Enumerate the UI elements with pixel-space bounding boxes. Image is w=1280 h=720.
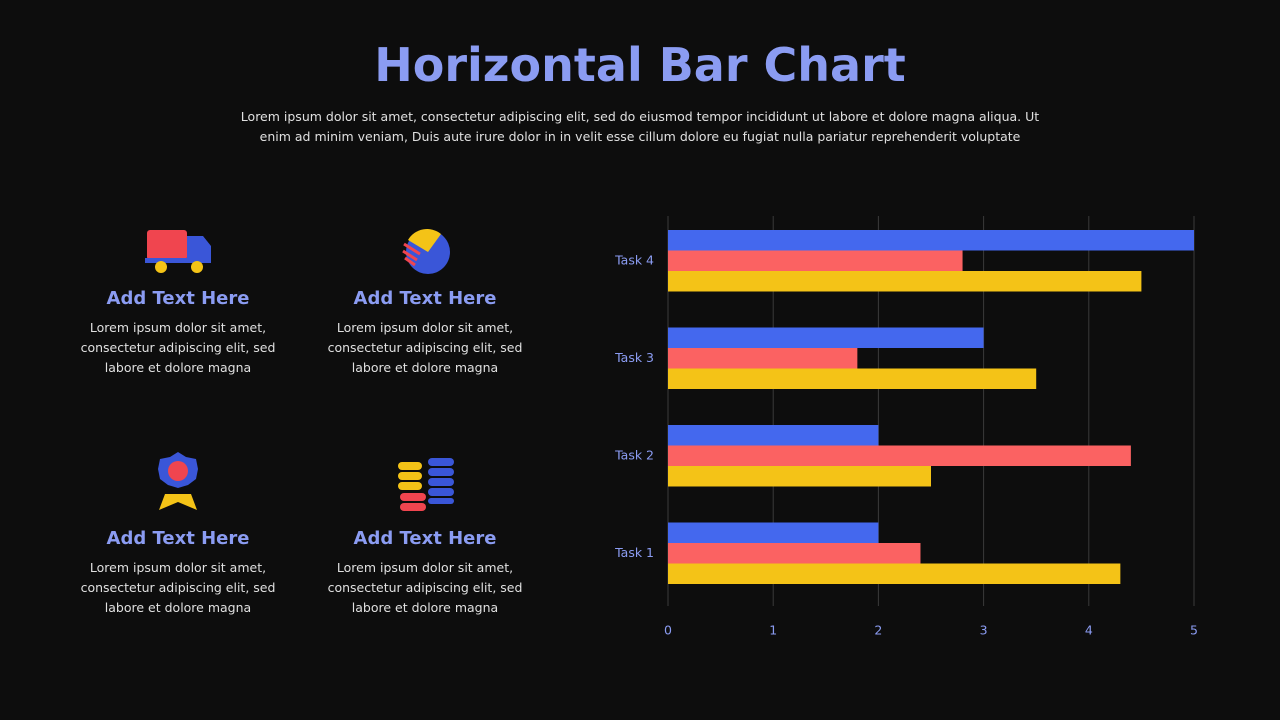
card-text: Lorem ipsum dolor sit amet, consectetur …: [327, 560, 523, 615]
y-tick-label: Task 1: [614, 545, 654, 560]
y-tick-label: Task 4: [614, 252, 654, 267]
icons: [145, 229, 454, 511]
x-tick-label: 3: [980, 623, 988, 638]
bar: [668, 543, 921, 564]
slide-title: Horizontal Bar Chart: [374, 38, 906, 92]
bar: [668, 425, 879, 446]
bar: [668, 348, 858, 369]
x-tick-label: 2: [874, 623, 882, 638]
bar: [668, 445, 1131, 466]
bar: [668, 563, 1121, 584]
y-tick-label: Task 2: [614, 447, 654, 462]
card-title: Add Text Here: [353, 528, 497, 549]
bar: [668, 250, 963, 271]
x-tick-label: 0: [664, 623, 672, 638]
bar: [668, 466, 931, 487]
x-tick-label: 4: [1085, 623, 1093, 638]
coins-icon: [398, 458, 454, 511]
bar: [668, 271, 1142, 292]
card-title: Add Text Here: [106, 528, 250, 549]
badge-icon: [158, 452, 198, 510]
pie-icon: [402, 229, 450, 274]
bar: [668, 230, 1194, 251]
card-text: Lorem ipsum dolor sit amet, consectetur …: [80, 320, 276, 375]
bar: [668, 368, 1037, 389]
bar: [668, 522, 879, 543]
y-tick-label: Task 3: [614, 350, 654, 365]
bar: [668, 327, 984, 348]
card-text: Lorem ipsum dolor sit amet, consectetur …: [80, 560, 276, 615]
card-title: Add Text Here: [353, 288, 497, 309]
card-title: Add Text Here: [106, 288, 250, 309]
x-tick-label: 1: [769, 623, 777, 638]
card-text: Lorem ipsum dolor sit amet, consectetur …: [327, 320, 523, 375]
x-tick-label: 5: [1190, 623, 1198, 638]
slide-subtitle: Lorem ipsum dolor sit amet, consectetur …: [240, 109, 1040, 144]
truck-icon: [145, 230, 211, 273]
